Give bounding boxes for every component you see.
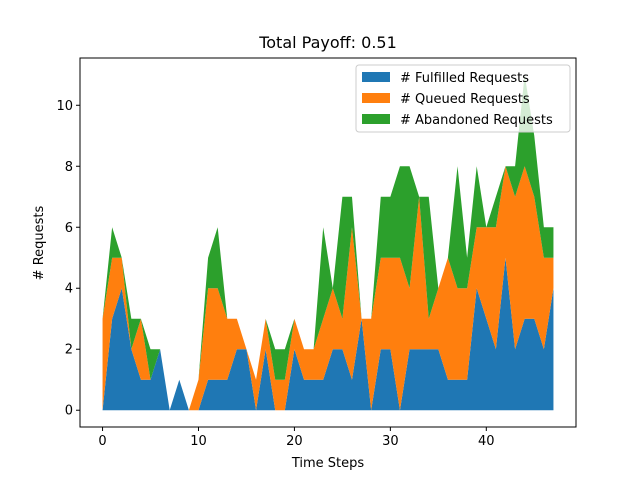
area-series-0 bbox=[102, 257, 554, 411]
legend-label-2: # Abandoned Requests bbox=[400, 113, 553, 128]
legend-swatch-2 bbox=[362, 114, 390, 124]
axes-layer: 0 10 20 30 40 0 2 4 6 8 10 bbox=[56, 57, 577, 449]
y-tick-label: 2 bbox=[65, 343, 73, 358]
y-tick-label: 8 bbox=[65, 160, 73, 175]
area-series-2 bbox=[102, 74, 554, 411]
x-axis-label: Time Steps bbox=[291, 456, 365, 471]
chart-title: Total Payoff: 0.51 bbox=[258, 33, 397, 52]
plot-frame bbox=[79, 57, 577, 428]
y-axis-label: # Requests bbox=[32, 205, 47, 280]
area-series-1 bbox=[102, 166, 554, 411]
x-tick-label: 30 bbox=[382, 434, 399, 449]
areas-layer bbox=[102, 74, 554, 411]
legend: # Fulfilled Requests # Queued Requests # A… bbox=[355, 64, 571, 133]
x-tick-label: 40 bbox=[478, 434, 495, 449]
legend-swatch-1 bbox=[362, 93, 390, 103]
legend-box bbox=[355, 64, 571, 133]
legend-label-0: # Fulfilled Requests bbox=[400, 71, 529, 86]
legend-label-1: # Queued Requests bbox=[400, 92, 530, 107]
y-tick-label: 0 bbox=[65, 404, 73, 419]
y-tick-label: 6 bbox=[65, 221, 73, 236]
x-tick-label: 20 bbox=[286, 434, 303, 449]
legend-swatch-0 bbox=[362, 72, 390, 82]
x-tick-label: 0 bbox=[98, 434, 106, 449]
y-tick-label: 4 bbox=[65, 282, 73, 297]
x-tick-label: 10 bbox=[190, 434, 207, 449]
y-tick-label: 10 bbox=[56, 99, 73, 114]
